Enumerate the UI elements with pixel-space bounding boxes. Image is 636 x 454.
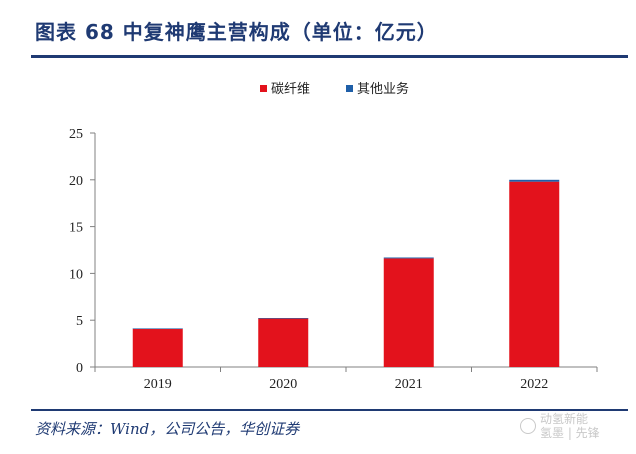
- y-tick-label: 5: [76, 314, 83, 329]
- title-underline: [31, 55, 628, 58]
- bar-other-2021: [383, 257, 434, 259]
- y-tick-label: 0: [76, 361, 83, 376]
- bar-other-2019: [132, 328, 183, 330]
- bar-other-2022: [509, 179, 560, 182]
- bar-carbon-fiber-2019: [132, 328, 183, 367]
- bars: [132, 179, 560, 367]
- x-tick-label: 2021: [395, 377, 423, 392]
- legend-label: 其他业务: [357, 81, 409, 97]
- x-tick-label: 2022: [520, 377, 548, 392]
- legend-label: 碳纤维: [271, 82, 310, 97]
- legend-swatch: [260, 85, 267, 92]
- x-tick-label: 2019: [144, 377, 172, 392]
- watermark: 动氢新能 氢墨 | 先锋: [520, 412, 600, 440]
- y-tick-label: 20: [69, 174, 83, 189]
- bar-carbon-fiber-2020: [258, 318, 309, 367]
- source-note: 资料来源：Wind，公司公告，华创证券: [35, 420, 300, 438]
- footer-rule: [31, 409, 628, 411]
- bar-other-2020: [258, 318, 309, 319]
- y-tick-label: 15: [69, 221, 83, 236]
- wechat-logo-icon: [520, 418, 536, 434]
- bar-carbon-fiber-2021: [383, 258, 434, 367]
- y-tick-label: 25: [69, 127, 83, 142]
- watermark-line2: 氢墨 | 先锋: [540, 426, 600, 440]
- chart-title: 图表 68 中复神鹰主营构成（单位：亿元）: [35, 20, 438, 44]
- legend: 碳纤维 其他业务: [260, 81, 409, 97]
- legend-swatch: [346, 85, 353, 92]
- y-tick-label: 10: [69, 267, 83, 282]
- watermark-line1: 动氢新能: [540, 412, 589, 426]
- x-tick-label: 2020: [269, 377, 297, 392]
- bar-carbon-fiber-2022: [509, 181, 560, 367]
